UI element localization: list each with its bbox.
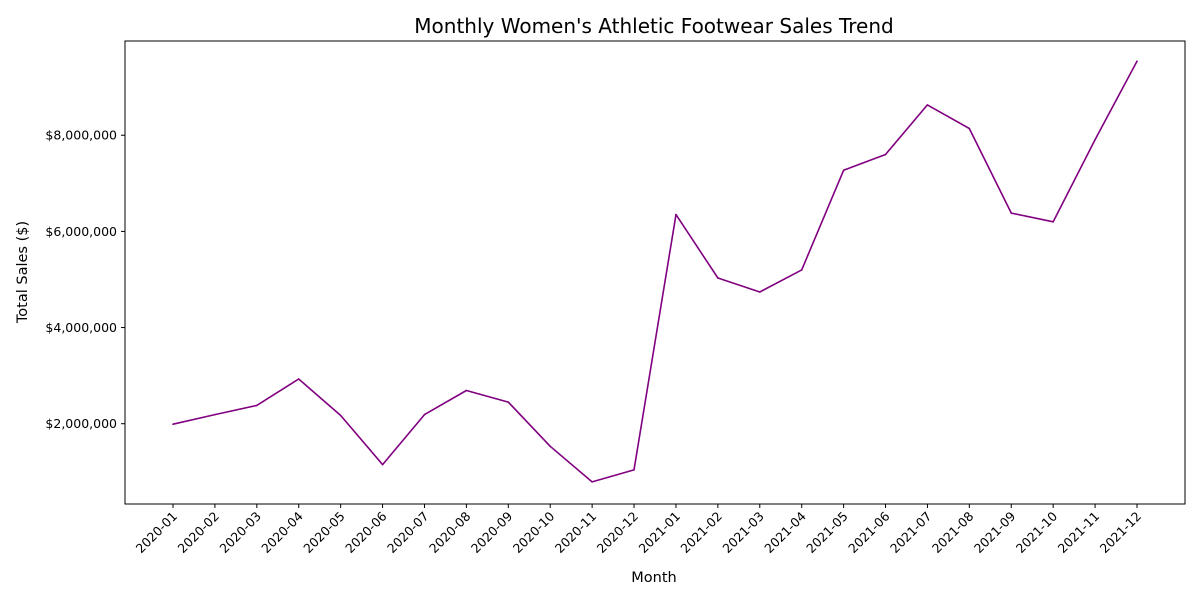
x-tick-label: 2020-11 <box>552 509 600 557</box>
data-point <box>1136 60 1138 62</box>
x-tick-label: 2020-08 <box>426 508 474 556</box>
data-point <box>968 127 971 130</box>
plot-frame <box>124 40 1186 505</box>
data-point <box>633 469 635 471</box>
data-point <box>1094 138 1096 141</box>
data-point <box>381 463 384 466</box>
y-tick-label: $4,000,000 <box>45 320 117 335</box>
data-point <box>1052 220 1054 223</box>
data-point <box>256 404 258 407</box>
data-point <box>926 104 929 106</box>
x-tick-label: 2021-07 <box>887 509 935 557</box>
x-tick-label: 2021-10 <box>1013 508 1061 556</box>
x-tick-label: 2021-05 <box>803 509 851 557</box>
x-tick-label: 2020-04 <box>258 508 306 556</box>
y-tick-label: $6,000,000 <box>45 224 117 239</box>
x-tick-label: 2021-09 <box>971 508 1019 556</box>
y-axis-label: Total Sales ($) <box>15 221 31 324</box>
data-point <box>549 445 552 448</box>
x-tick-label: 2021-04 <box>761 508 809 556</box>
y-tick-label: $8,000,000 <box>45 128 117 143</box>
data-point <box>423 413 426 416</box>
data-point <box>214 413 216 416</box>
data-point <box>1010 212 1013 214</box>
data-point <box>842 169 845 172</box>
x-axis-ticks: 2020-012020-022020-032020-042020-052020-… <box>133 504 1145 557</box>
x-tick-label: 2021-12 <box>1097 509 1145 557</box>
x-axis-label: Month <box>631 570 676 586</box>
x-tick-label: 2020-06 <box>342 508 390 556</box>
x-tick-label: 2020-10 <box>510 508 558 556</box>
x-tick-label: 2021-01 <box>636 509 684 557</box>
series-layer <box>172 60 1138 483</box>
x-tick-label: 2020-09 <box>468 508 516 556</box>
data-point <box>507 401 510 403</box>
x-tick-label: 2021-06 <box>845 508 893 556</box>
data-point <box>717 277 719 279</box>
data-point <box>297 378 300 380</box>
x-tick-label: 2021-03 <box>719 509 767 557</box>
series-line <box>172 60 1138 483</box>
x-tick-label: 2020-01 <box>133 509 181 557</box>
data-point <box>758 291 761 293</box>
x-tick-label: 2020-02 <box>174 509 222 557</box>
x-tick-label: 2020-07 <box>384 509 432 557</box>
y-tick-label: $2,000,000 <box>45 416 117 431</box>
x-tick-label: 2021-02 <box>677 509 725 557</box>
data-point <box>675 213 677 216</box>
x-tick-label: 2021-11 <box>1055 509 1103 557</box>
x-tick-label: 2020-05 <box>300 509 348 557</box>
y-axis-ticks: $2,000,000 $4,000,000 $6,000,000 $8,000,000 <box>45 128 125 431</box>
x-tick-label: 2021-08 <box>929 508 977 556</box>
data-point <box>339 414 342 417</box>
data-point <box>884 153 887 156</box>
data-point <box>465 389 468 392</box>
data-point <box>591 481 593 483</box>
x-tick-label: 2020-12 <box>594 509 642 557</box>
data-point <box>800 269 803 271</box>
x-tick-label: 2020-03 <box>216 509 264 557</box>
chart-title: Monthly Women's Athletic Footwear Sales … <box>414 14 893 38</box>
data-point <box>172 423 174 425</box>
